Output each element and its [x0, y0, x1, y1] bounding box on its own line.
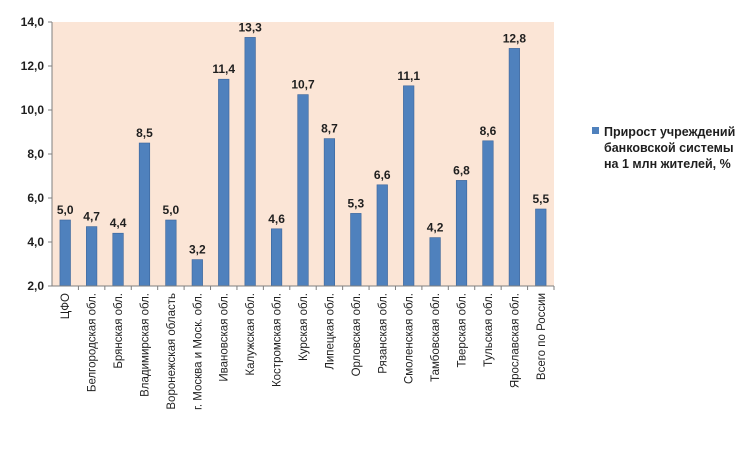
x-tick-label: Брянская обл.: [113, 293, 125, 369]
value-labels-group: 5,0 4,7 4,4 8,5 5,0 3,2 11,4 13,3 4,6 10,7 8,7 5,3 6…: [57, 20, 550, 256]
value-label: 5,0: [163, 203, 180, 217]
bar: [218, 78, 230, 287]
y-tick-label: 4,0: [27, 235, 44, 249]
value-label: 6,6: [374, 168, 391, 182]
value-label: 10,7: [291, 78, 315, 92]
value-label: 8,6: [480, 124, 497, 138]
value-label: 3,2: [189, 243, 206, 257]
x-tick-label: Ярославская обл.: [509, 293, 521, 388]
bar: [455, 180, 468, 287]
y-tick-label: 6,0: [27, 191, 44, 205]
x-tick-label: Липецкая обл.: [324, 293, 336, 370]
bar: [429, 237, 441, 287]
value-label: 5,0: [57, 203, 74, 217]
bar: [376, 184, 388, 287]
value-label: 11,4: [212, 62, 235, 76]
value-label: 6,8: [453, 163, 470, 177]
value-label: 4,7: [83, 210, 100, 224]
value-label: 12,8: [503, 31, 527, 45]
legend-swatch: [592, 127, 599, 134]
x-tick-label: Ивановская обл.: [219, 293, 231, 382]
value-label: 11,1: [397, 69, 420, 83]
bar: [165, 219, 177, 287]
y-tick-label: 14,0: [21, 15, 45, 29]
y-tick-label: 2,0: [27, 279, 44, 293]
legend-label: Прирост учреждений банковской системы на…: [604, 125, 736, 171]
bar: [59, 219, 71, 287]
x-tick-label: Белгородская обл.: [87, 293, 99, 392]
bar: [508, 48, 520, 287]
bar: [297, 94, 309, 287]
value-label: 5,5: [532, 192, 549, 206]
value-label: 4,2: [427, 221, 444, 235]
bar: [270, 228, 283, 287]
value-label: 8,5: [136, 126, 153, 140]
bar: [350, 213, 362, 287]
bar: [323, 138, 336, 287]
x-tick-label: Смоленская обл.: [404, 293, 416, 384]
bars-group: [59, 37, 547, 287]
bar: [403, 85, 415, 287]
bar: [138, 142, 151, 287]
x-tick-label: Орловская обл.: [351, 293, 363, 376]
value-label: 4,6: [268, 212, 285, 226]
bar: [535, 208, 547, 287]
value-label: 4,4: [110, 216, 127, 230]
x-tick-label: Костромская обл.: [272, 293, 284, 387]
bar: [86, 226, 98, 287]
bar: [112, 232, 124, 287]
x-tick-label: ЦФО: [60, 293, 72, 319]
bar: [244, 37, 256, 287]
x-tick-label: Рязанская обл.: [377, 293, 389, 374]
x-axis: ЦФО Белгородская обл. Брянская обл. Владими…: [60, 286, 555, 410]
x-tick-label: Всего по России: [536, 293, 548, 380]
x-tick-label: г. Москва и Моск. обл.: [192, 293, 204, 410]
value-label: 13,3: [238, 20, 262, 34]
x-tick-label: Тверская обл.: [457, 293, 469, 368]
bar: [191, 259, 203, 287]
x-tick-label: Курская обл.: [298, 293, 310, 361]
y-tick-label: 10,0: [21, 103, 45, 117]
value-label: 8,7: [321, 122, 338, 136]
bar: [482, 140, 494, 287]
x-tick-label: Воронежская область: [166, 293, 178, 410]
y-tick-label: 12,0: [21, 59, 45, 73]
y-axis: 2,0 4,0 6,0 8,0 10,0 12,0 14,0: [21, 15, 52, 293]
x-tick-label: Калужская обл.: [245, 293, 257, 376]
y-tick-label: 8,0: [27, 147, 44, 161]
x-tick-label: Владимирская обл.: [139, 293, 151, 397]
x-tick-label: Тульская обл.: [483, 293, 495, 367]
value-label: 5,3: [347, 196, 364, 210]
x-tick-label: Тамбовская обл.: [430, 293, 442, 382]
